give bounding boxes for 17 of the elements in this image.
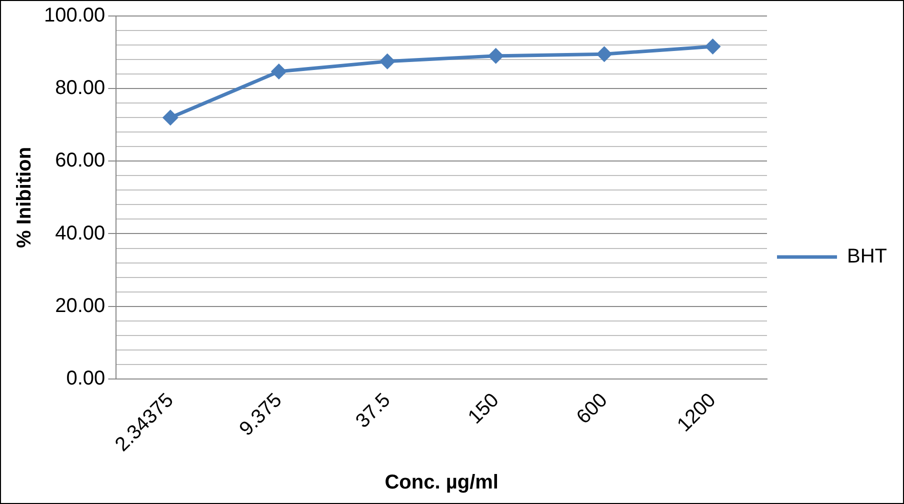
point [162, 110, 178, 126]
y-tick-label: 20.00 [55, 294, 106, 317]
point [704, 38, 721, 54]
x-tick-label: 600 [572, 389, 612, 428]
point [488, 48, 504, 64]
y-tick-label: 80.00 [55, 77, 106, 100]
y-tick-label: 60.00 [55, 150, 106, 172]
point [270, 64, 287, 80]
y-tick-label: 100.00 [44, 4, 106, 27]
y-tick-label: 40.00 [55, 222, 106, 244]
point [596, 46, 612, 62]
y-tick-label: 0.00 [66, 367, 106, 390]
legend-label: BHT [847, 246, 887, 268]
x-axis-title: Conc. µg/ml [384, 472, 498, 494]
y-axis-title: % Inibition [14, 146, 36, 248]
x-tick-label: 150 [464, 389, 504, 428]
point [379, 53, 396, 70]
